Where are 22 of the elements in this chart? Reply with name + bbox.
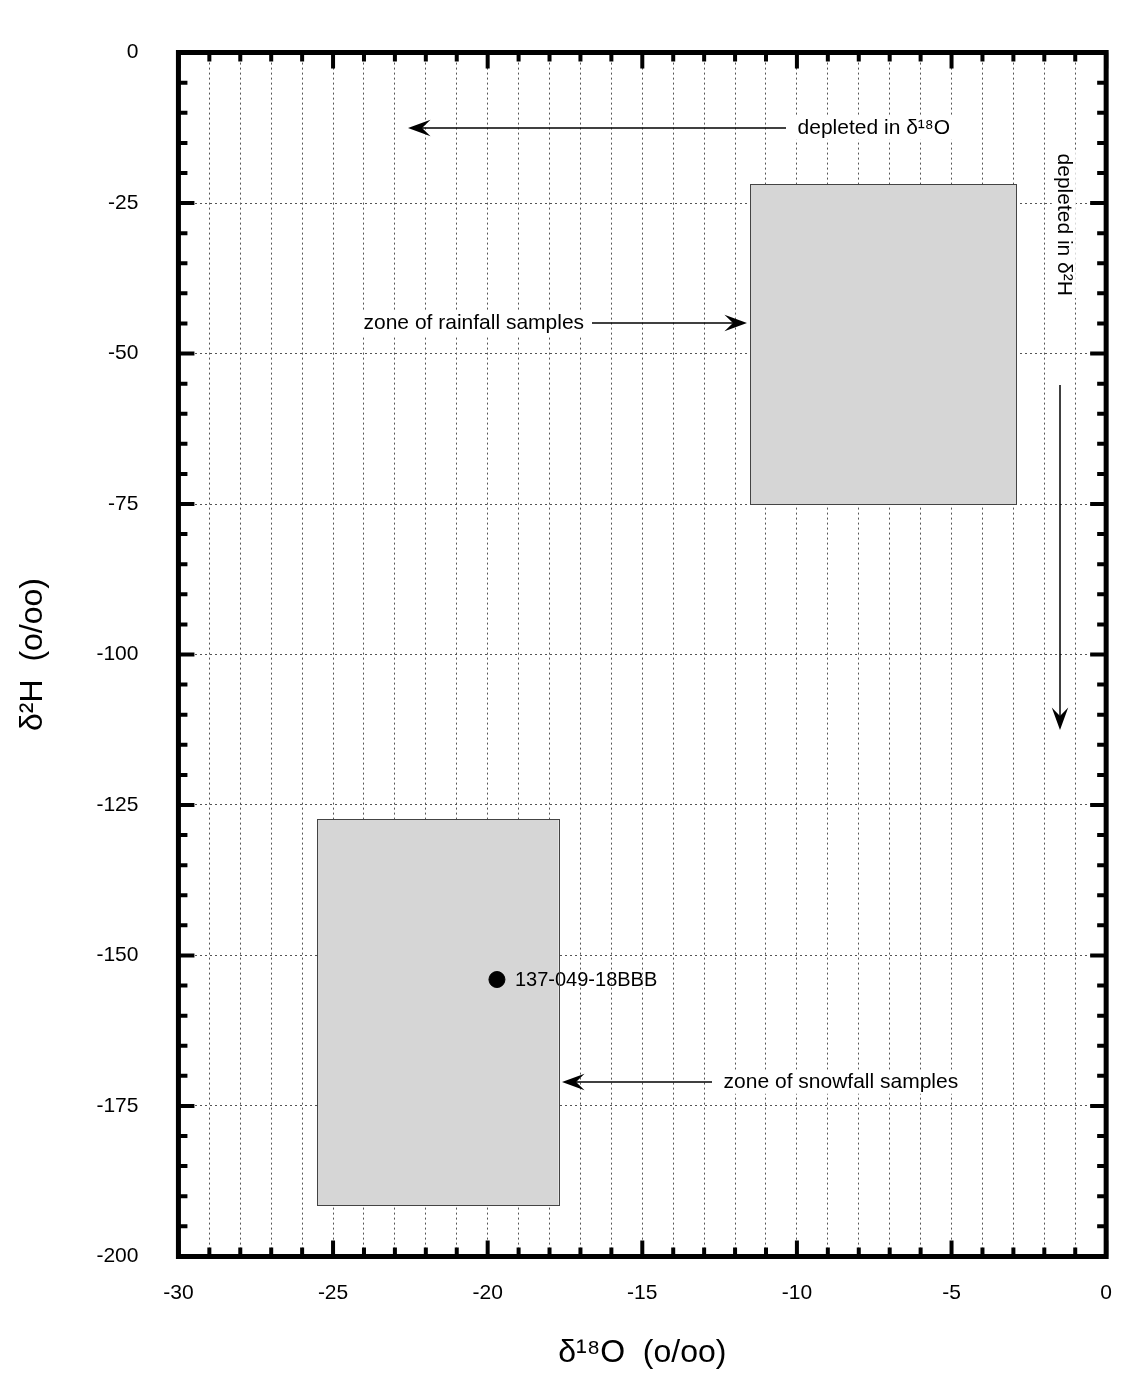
x-tick-label: -20 [472,1279,503,1303]
y-tick-label: -25 [108,189,139,213]
annotation: zone of snowfall samples [723,1068,959,1092]
x-tick-label: -10 [781,1279,813,1303]
y-tick-label: -50 [108,340,139,364]
y-tick-label: 0 [126,39,139,63]
x-tick-label: -25 [317,1279,349,1303]
y-tick-label: -175 [96,1092,139,1116]
y-tick-label: -200 [96,1243,139,1267]
x-tick-label: 0 [1100,1279,1112,1303]
x-axis-title: δ¹⁸O (o/oo) [558,1332,727,1369]
x-tick-label: -15 [627,1279,658,1303]
annotation: zone of rainfall samples [363,310,585,334]
y-axis-title: δ²H (o/oo) [13,578,50,731]
y-tick-label: -150 [96,942,139,966]
y-tick-label: -75 [108,490,139,514]
y-tick-label: -125 [96,791,139,815]
x-tick-label: -30 [163,1279,194,1303]
y-tick-label: -100 [96,641,139,665]
annotation: depleted in δ¹⁸O [797,114,951,138]
x-tick-label: -5 [942,1279,961,1303]
annotation: depleted in δ²H [1053,153,1077,296]
